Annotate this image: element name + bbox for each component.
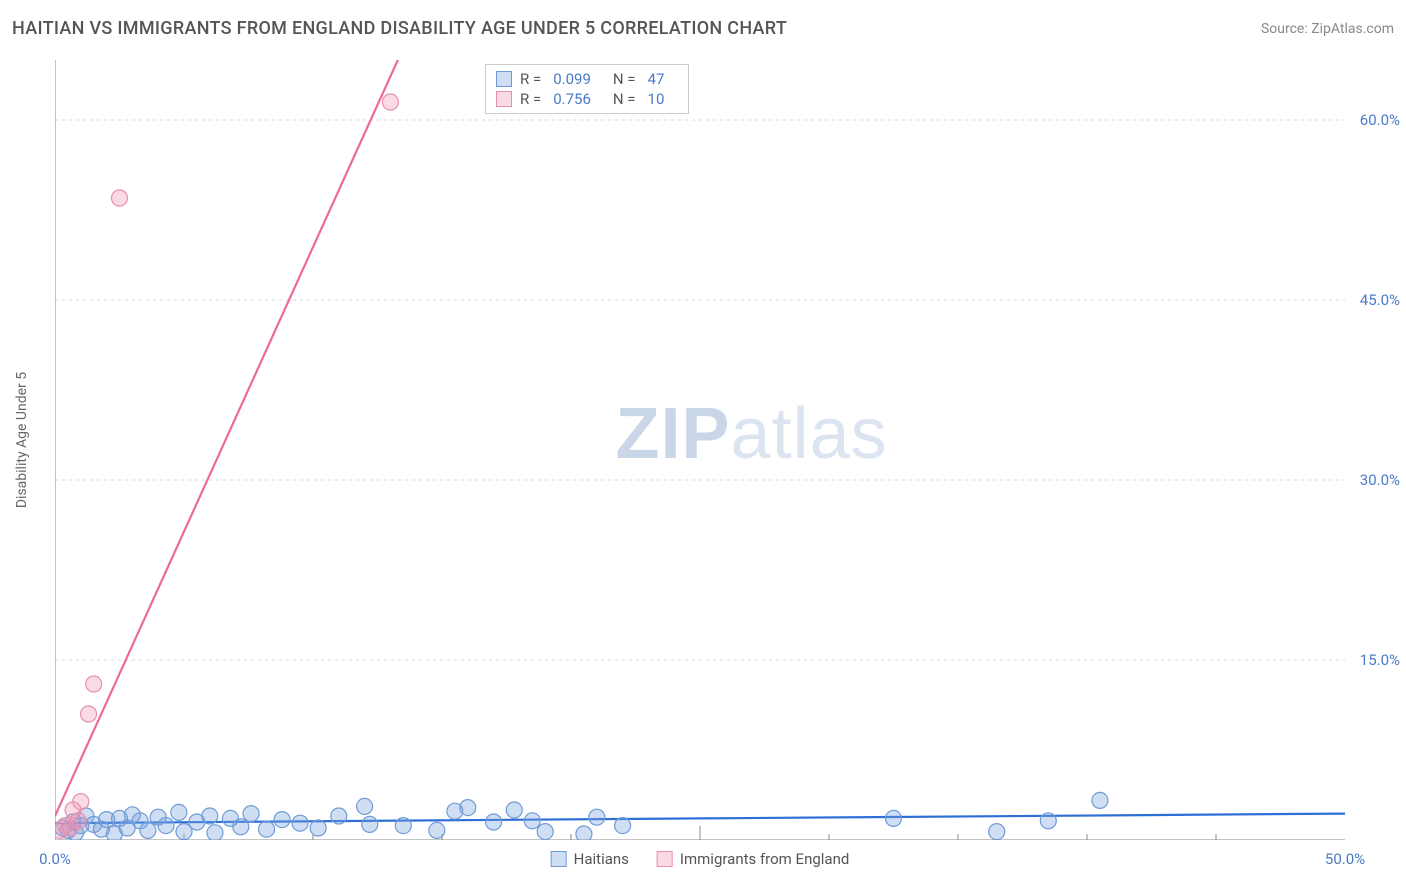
r-label: R = [520, 70, 541, 88]
n-value-0: 47 [648, 70, 665, 88]
r-value-1: 0.756 [553, 90, 591, 108]
legend-item-england: Immigrants from England [657, 850, 849, 868]
legend-row-england: R = 0.756 N = 10 [496, 89, 678, 109]
chart-area: ZIPatlas R = 0.099 N = 47 R = 0.756 N = … [55, 60, 1345, 840]
chart-title: HAITIAN VS IMMIGRANTS FROM ENGLAND DISAB… [12, 18, 787, 39]
chart-header: HAITIAN VS IMMIGRANTS FROM ENGLAND DISAB… [12, 18, 1394, 39]
n-label: N = [613, 90, 636, 108]
scatter-plot [55, 60, 1345, 840]
n-value-1: 10 [648, 90, 665, 108]
legend-row-haitians: R = 0.099 N = 47 [496, 69, 678, 89]
legend-correlation: R = 0.099 N = 47 R = 0.756 N = 10 [485, 64, 689, 114]
legend-swatch-pink [496, 91, 512, 107]
source-label: Source: ZipAtlas.com [1261, 21, 1394, 37]
legend-item-haitians: Haitians [551, 850, 629, 868]
legend-swatch-pink [657, 851, 673, 867]
legend-series: Haitians Immigrants from England [551, 850, 850, 868]
legend-label: Immigrants from England [680, 850, 849, 868]
y-tick-label: 30.0% [1360, 471, 1400, 489]
x-tick-label: 0.0% [39, 850, 71, 868]
r-label: R = [520, 90, 541, 108]
y-tick-label: 15.0% [1360, 651, 1400, 669]
r-value-0: 0.099 [553, 70, 591, 88]
legend-label: Haitians [574, 850, 629, 868]
x-tick-label: 50.0% [1325, 850, 1365, 868]
y-tick-label: 60.0% [1360, 111, 1400, 129]
n-label: N = [613, 70, 636, 88]
legend-swatch-blue [551, 851, 567, 867]
y-axis-label: Disability Age Under 5 [14, 372, 30, 508]
legend-swatch-blue [496, 71, 512, 87]
y-tick-label: 45.0% [1360, 291, 1400, 309]
